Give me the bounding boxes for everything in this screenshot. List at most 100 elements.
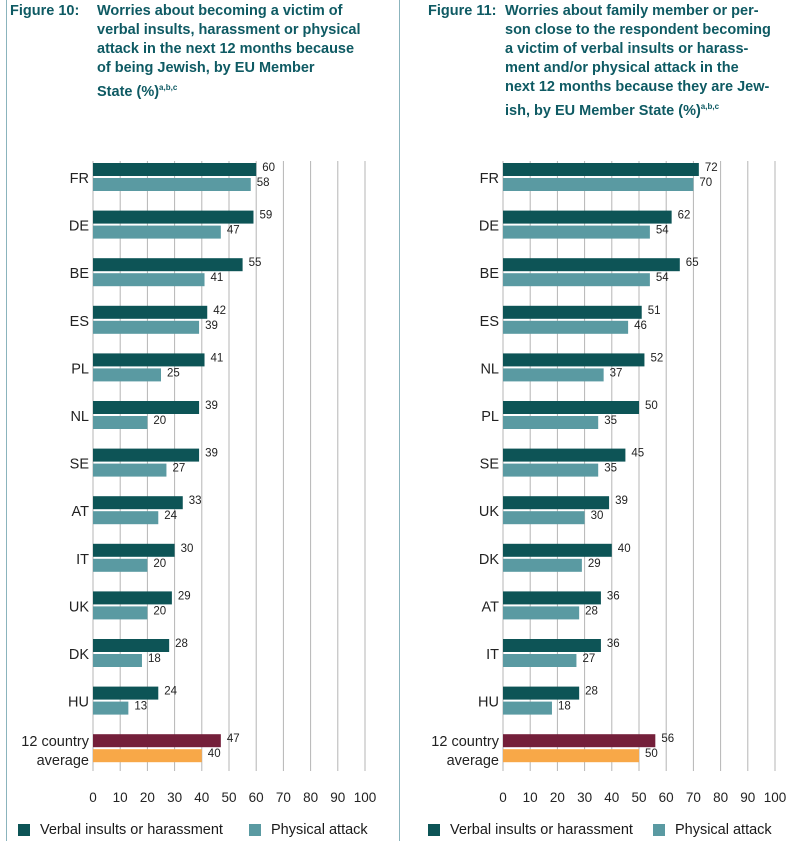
bar-value-label: 36 <box>607 590 620 602</box>
category-label: IT <box>486 647 499 663</box>
bar-verbal <box>503 353 645 367</box>
x-tick-label: 40 <box>194 790 209 805</box>
figure-11-title-line: ish, by EU Member State (%) <box>505 103 701 119</box>
center-frame-rule <box>399 0 400 841</box>
bar-verbal <box>503 210 672 224</box>
category-label: DK <box>69 647 89 663</box>
bar-value-label: 62 <box>678 210 691 222</box>
x-tick-label: 10 <box>523 790 538 805</box>
bar-value-label: 51 <box>648 305 661 317</box>
category-label: BE <box>70 266 90 282</box>
bar-value-label: 42 <box>213 305 226 317</box>
legend-label-physical: Physical attack <box>674 822 772 838</box>
bar-physical <box>93 178 251 191</box>
category-label: DK <box>479 552 499 568</box>
bar-value-label: 24 <box>164 686 177 698</box>
bar-value-label: 39 <box>615 495 628 507</box>
bar-verbal <box>93 734 221 748</box>
bar-physical <box>503 273 650 287</box>
figure-11-title-line: next 12 months because they are Jew- <box>505 79 770 95</box>
x-tick-label: 80 <box>303 790 318 805</box>
x-tick-label: 10 <box>113 790 128 805</box>
bar-physical <box>503 178 694 191</box>
legend-label-verbal: Verbal insults or harassment <box>450 822 633 838</box>
category-label: SE <box>70 457 90 473</box>
legend-label-physical: Physical attack <box>270 822 368 838</box>
bar-value-label: 41 <box>211 272 224 284</box>
legend-swatch-physical <box>248 824 261 836</box>
category-label: PL <box>71 361 89 377</box>
category-label: average <box>37 753 89 769</box>
bar-value-label: 60 <box>262 162 275 174</box>
figure-10-title-line: attack in the next 12 months because <box>97 41 355 57</box>
x-tick-label: 0 <box>89 790 97 805</box>
bar-value-label: 46 <box>634 320 647 332</box>
category-label: HU <box>478 695 499 711</box>
bar-physical <box>503 749 639 763</box>
bar-verbal <box>93 448 200 462</box>
bar-physical <box>93 225 221 239</box>
x-tick-label: 20 <box>140 790 155 805</box>
legend-swatch-verbal <box>18 824 30 836</box>
bar-physical <box>93 654 142 667</box>
legend-item-verbal: Verbal insults or harassment <box>428 822 633 838</box>
bar-physical <box>503 558 582 572</box>
figure-10-footnote: a,b,c <box>159 83 178 92</box>
bar-physical <box>93 463 167 477</box>
figure-11-title-line: son close to the respondent becoming <box>505 22 771 38</box>
bar-value-label: 52 <box>650 352 663 364</box>
bar-value-label: 40 <box>208 748 221 760</box>
x-tick-label: 30 <box>577 790 592 805</box>
bar-value-label: 65 <box>686 257 699 269</box>
bar-verbal <box>503 734 656 748</box>
category-label: UK <box>69 599 89 615</box>
figure-10-title-line: of being Jewish, by EU Member <box>97 60 315 76</box>
bar-physical <box>503 654 577 667</box>
bar-physical <box>93 511 159 525</box>
legend-item-physical: Physical attack <box>248 822 368 838</box>
category-label: FR <box>480 171 499 187</box>
figure-11-label: Figure 11: <box>428 3 497 19</box>
category-label: PL <box>481 409 499 425</box>
bar-value-label: 58 <box>257 177 270 189</box>
bar-verbal <box>93 639 170 652</box>
bar-verbal <box>503 639 601 652</box>
bar-value-label: 27 <box>582 653 595 665</box>
bar-verbal <box>503 305 642 319</box>
bar-physical <box>503 225 650 239</box>
figure-10-title-line: Worries about becoming a victim of <box>97 3 343 19</box>
category-label: BE <box>480 266 500 282</box>
bar-physical <box>93 416 148 429</box>
bar-physical <box>93 701 129 715</box>
category-label: AT <box>482 599 500 615</box>
category-label: UK <box>479 504 499 520</box>
bar-value-label: 50 <box>645 400 658 412</box>
bar-physical <box>93 273 205 287</box>
bar-value-label: 39 <box>205 320 218 332</box>
bar-physical <box>503 606 580 620</box>
bar-physical <box>503 463 599 477</box>
figure-11-title: Figure 11: Worries about family member o… <box>428 2 798 132</box>
bar-value-label: 35 <box>604 463 617 475</box>
category-label: FR <box>70 171 89 187</box>
bar-value-label: 55 <box>249 257 262 269</box>
category-label: 12 country <box>431 734 499 750</box>
x-tick-label: 70 <box>686 790 701 805</box>
figure-10-title: Figure 10: Worries about becoming a vict… <box>10 2 390 102</box>
bar-physical <box>93 749 202 763</box>
bar-value-label: 20 <box>153 415 166 427</box>
category-label: 12 country <box>21 734 89 750</box>
bar-value-label: 39 <box>205 400 218 412</box>
bar-physical <box>93 558 148 572</box>
category-label: AT <box>72 504 90 520</box>
bar-value-label: 54 <box>656 225 669 237</box>
category-label: IT <box>76 552 89 568</box>
bar-physical <box>503 368 604 382</box>
bar-physical <box>503 511 585 525</box>
bar-value-label: 37 <box>610 367 623 379</box>
bar-value-label: 18 <box>558 701 571 713</box>
bar-verbal <box>93 353 205 367</box>
bar-value-label: 47 <box>227 225 240 237</box>
bar-verbal <box>503 258 680 272</box>
category-label: NL <box>480 361 499 377</box>
